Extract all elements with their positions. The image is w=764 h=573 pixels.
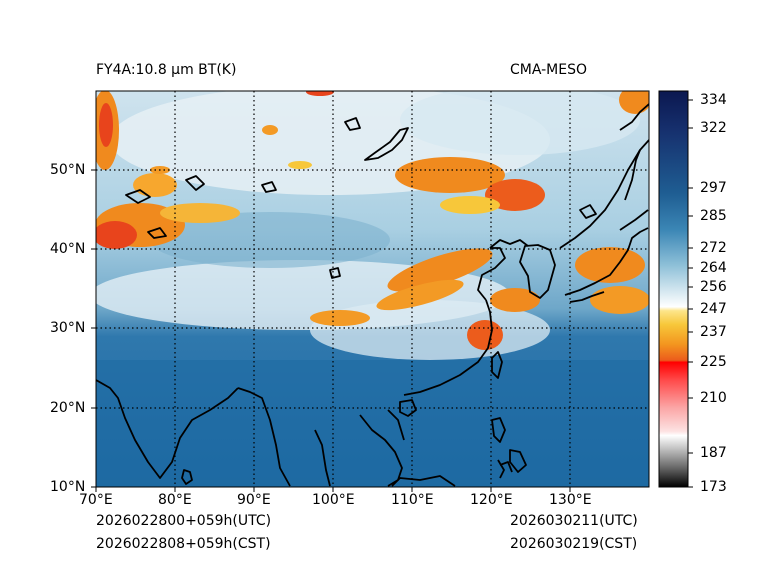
lat-label-50: 50°N [50,162,86,178]
colorbar-label: 237 [700,324,727,340]
coastlines [96,103,649,487]
model-name: CMA-MESO [510,62,588,78]
lat-ticks [91,169,96,488]
lon-label-100: 100°E [312,492,355,508]
init-time-utc: 2026022800+059h(UTC) [96,513,272,529]
cold-cloud-patches [96,91,649,350]
colorbar-frame [658,90,689,488]
colorbar-ticks [688,99,693,488]
lon-label-70: 70°E [79,492,113,508]
colorbar-label: 210 [700,390,727,406]
valid-time-utc: 2026030211(UTC) [510,513,638,529]
colorbar-label: 285 [700,208,727,224]
colorbar-label: 322 [700,120,727,136]
colorbar-label: 247 [700,301,727,317]
lon-label-80: 80°E [158,492,192,508]
map-frame [95,90,650,488]
lat-label-10: 10°N [50,479,86,495]
lon-label-110: 110°E [391,492,434,508]
lat-label-40: 40°N [50,241,86,257]
map-title: FY4A:10.8 µm BT(K) [96,62,237,78]
lon-label-130: 130°E [549,492,592,508]
colorbar-label: 173 [700,479,727,495]
colorbar-label: 334 [700,92,727,108]
colorbar [659,91,688,487]
brightness-temperature-field [96,91,649,487]
colorbar-label: 264 [700,260,727,276]
lat-label-20: 20°N [50,400,86,416]
valid-time-cst: 2026030219(CST) [510,536,638,552]
colorbar-label: 256 [700,279,727,295]
lon-ticks [95,487,571,492]
lat-label-30: 30°N [50,320,86,336]
lon-label-120: 120°E [470,492,513,508]
colorbar-label: 187 [700,445,727,461]
colorbar-label: 272 [700,240,727,256]
graticule [96,91,649,487]
colorbar-label: 225 [700,354,727,370]
colorbar-label: 297 [700,180,727,196]
lon-label-90: 90°E [237,492,271,508]
init-time-cst: 2026022808+059h(CST) [96,536,271,552]
